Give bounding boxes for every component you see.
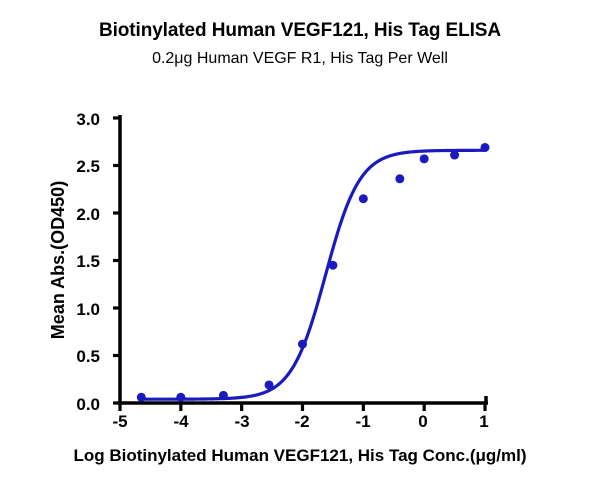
fit-curve <box>139 148 487 401</box>
x-tick-label: 0 <box>418 412 428 431</box>
data-point <box>298 339 307 349</box>
data-point <box>176 392 186 402</box>
x-axis-title: Log Biotinylated Human VEGF121, His Tag … <box>73 446 527 465</box>
x-tick-label: -5 <box>112 412 128 431</box>
data-point <box>328 260 338 270</box>
y-tick-label: 1.0 <box>76 300 100 319</box>
axis-spines <box>117 115 488 405</box>
x-tick-label: -4 <box>173 412 189 431</box>
y-tick-label: 2.5 <box>76 157 100 176</box>
data-point <box>395 174 405 184</box>
data-point <box>480 142 490 152</box>
data-point <box>218 390 228 400</box>
chart-title: Biotinylated Human VEGF121, His Tag ELIS… <box>98 20 502 41</box>
chart-subtitle: 0.2μg Human VEGF R1, His Tag Per Well <box>152 50 448 67</box>
data-point <box>419 154 429 164</box>
x-axis-ticks <box>118 403 487 411</box>
y-tick-label: 1.5 <box>76 252 100 271</box>
data-point <box>358 194 368 204</box>
data-point <box>450 150 460 160</box>
data-point <box>264 380 274 390</box>
y-tick-label: 0.0 <box>76 395 100 414</box>
data-point <box>136 392 146 402</box>
y-tick-label: 3.0 <box>76 110 100 129</box>
data-point-markers <box>136 142 490 402</box>
x-tick-label: 1 <box>479 412 489 431</box>
x-tick-label: -1 <box>355 412 371 431</box>
y-tick-label: 2.0 <box>76 205 100 224</box>
x-tick-label: -2 <box>294 412 310 431</box>
x-tick-label: -3 <box>234 412 250 431</box>
y-tick-label: 0.5 <box>76 347 100 366</box>
